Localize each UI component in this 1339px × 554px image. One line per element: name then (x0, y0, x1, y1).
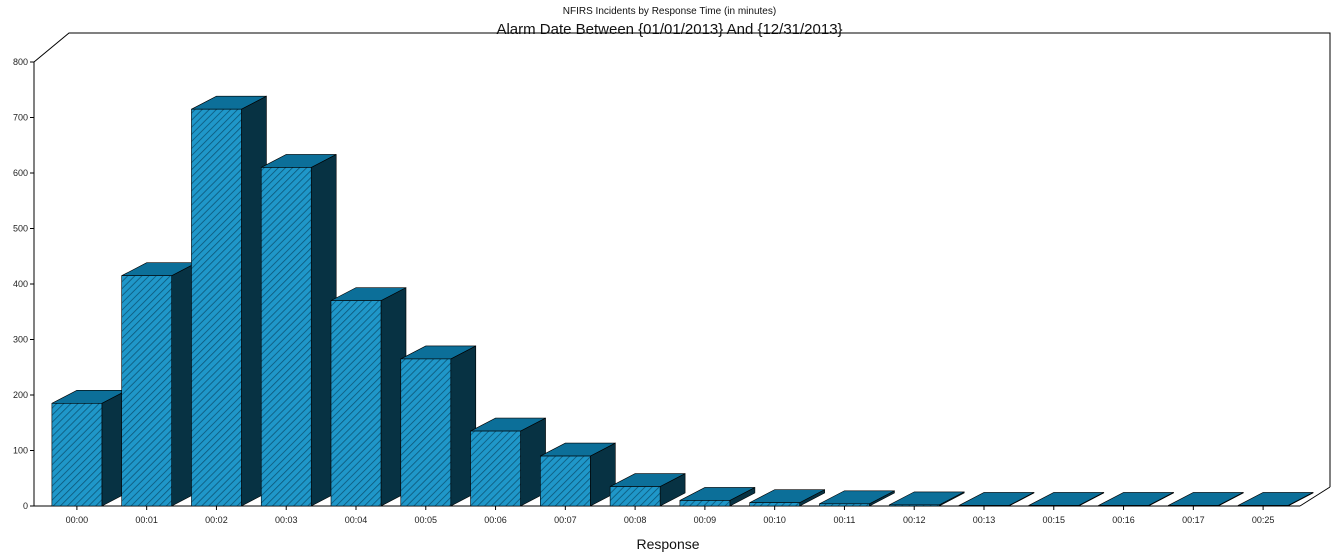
bar-00:12 (888, 491, 965, 507)
x-tick-label: 00:00 (66, 515, 89, 525)
y-tick-label: 600 (13, 168, 28, 178)
x-tick-label: 00:15 (1043, 515, 1066, 525)
bar-front (1168, 505, 1219, 507)
x-tick-label: 00:11 (834, 515, 856, 525)
bar-front (958, 505, 1010, 507)
bar-00:01 (121, 262, 197, 507)
bar-front (260, 167, 312, 507)
y-tick-label: 200 (13, 390, 28, 400)
bar-00:09 (679, 486, 756, 507)
bar-front (330, 300, 382, 507)
back-wall-outline (33, 32, 1331, 487)
x-tick-label: 00:02 (205, 515, 228, 525)
bar-00:05 (400, 345, 477, 507)
bar-00:15 (1028, 491, 1105, 507)
y-tick-label: 700 (13, 113, 28, 123)
bar-00:04 (330, 287, 407, 507)
bar-00:03 (260, 153, 337, 507)
x-tick-label: 00:04 (345, 515, 368, 525)
x-tick-label: 00:09 (694, 515, 717, 525)
bar-front (470, 430, 521, 507)
bar-00:16 (1098, 491, 1174, 507)
chart-subtitle: Alarm Date Between {01/01/2013} And {12/… (496, 21, 843, 38)
x-tick-label: 00:03 (275, 515, 298, 525)
bar-front (400, 358, 452, 507)
x-tick-label: 00:05 (415, 515, 438, 525)
bar-front (1237, 505, 1289, 507)
plot-frame (33, 32, 1331, 507)
bar-front (679, 500, 731, 507)
bar-00:07 (540, 442, 616, 507)
x-tick-label: 00:25 (1252, 515, 1275, 525)
y-axis: 0 100 200 300 400 500 600 700 800 (13, 57, 34, 511)
chart-title: NFIRS Incidents by Response Time (in min… (562, 6, 777, 17)
x-tick-label: 00:07 (554, 515, 577, 525)
floor-right-edge (1299, 486, 1331, 507)
bar-front (1098, 505, 1149, 507)
bar-00:25 (1237, 491, 1314, 507)
x-axis-title: Response (636, 536, 699, 552)
x-tick-label: 00:17 (1182, 515, 1205, 525)
bar-front (888, 504, 940, 507)
bar-00:10 (749, 489, 825, 507)
x-tick-label: 00:13 (973, 515, 996, 525)
bar-front (121, 275, 172, 507)
bar-00:02 (191, 95, 267, 507)
bar-front (51, 403, 103, 507)
bar-00:00 (51, 389, 128, 507)
y-tick-label: 0 (23, 501, 28, 511)
x-axis: 00:00 00:01 00:02 00:03 00:04 00:05 00:06 00:07… (66, 506, 1275, 525)
bar-front (191, 108, 242, 507)
bar-front (540, 455, 591, 507)
y-tick-label: 300 (13, 335, 28, 345)
y-tick-label: 400 (13, 279, 28, 289)
y-tick-label: 500 (13, 224, 28, 234)
bar-00:06 (470, 417, 546, 507)
x-tick-label: 00:01 (135, 515, 158, 525)
x-tick-label: 00:08 (624, 515, 647, 525)
y-tick-label: 800 (13, 57, 28, 67)
bar-front (749, 502, 800, 507)
bar-00:08 (609, 473, 686, 507)
x-tick-label: 00:12 (903, 515, 926, 525)
y-tick-label: 100 (13, 446, 28, 456)
bars (51, 95, 1314, 507)
bar-front (1028, 505, 1080, 507)
x-tick-label: 00:10 (763, 515, 786, 525)
x-tick-label: 00:16 (1112, 515, 1135, 525)
x-tick-label: 00:06 (484, 515, 507, 525)
bar-front (609, 486, 661, 507)
bar-00:17 (1168, 491, 1244, 507)
bar-00:13 (958, 491, 1035, 507)
bar-front (819, 503, 870, 507)
bar-00:11 (819, 490, 895, 507)
